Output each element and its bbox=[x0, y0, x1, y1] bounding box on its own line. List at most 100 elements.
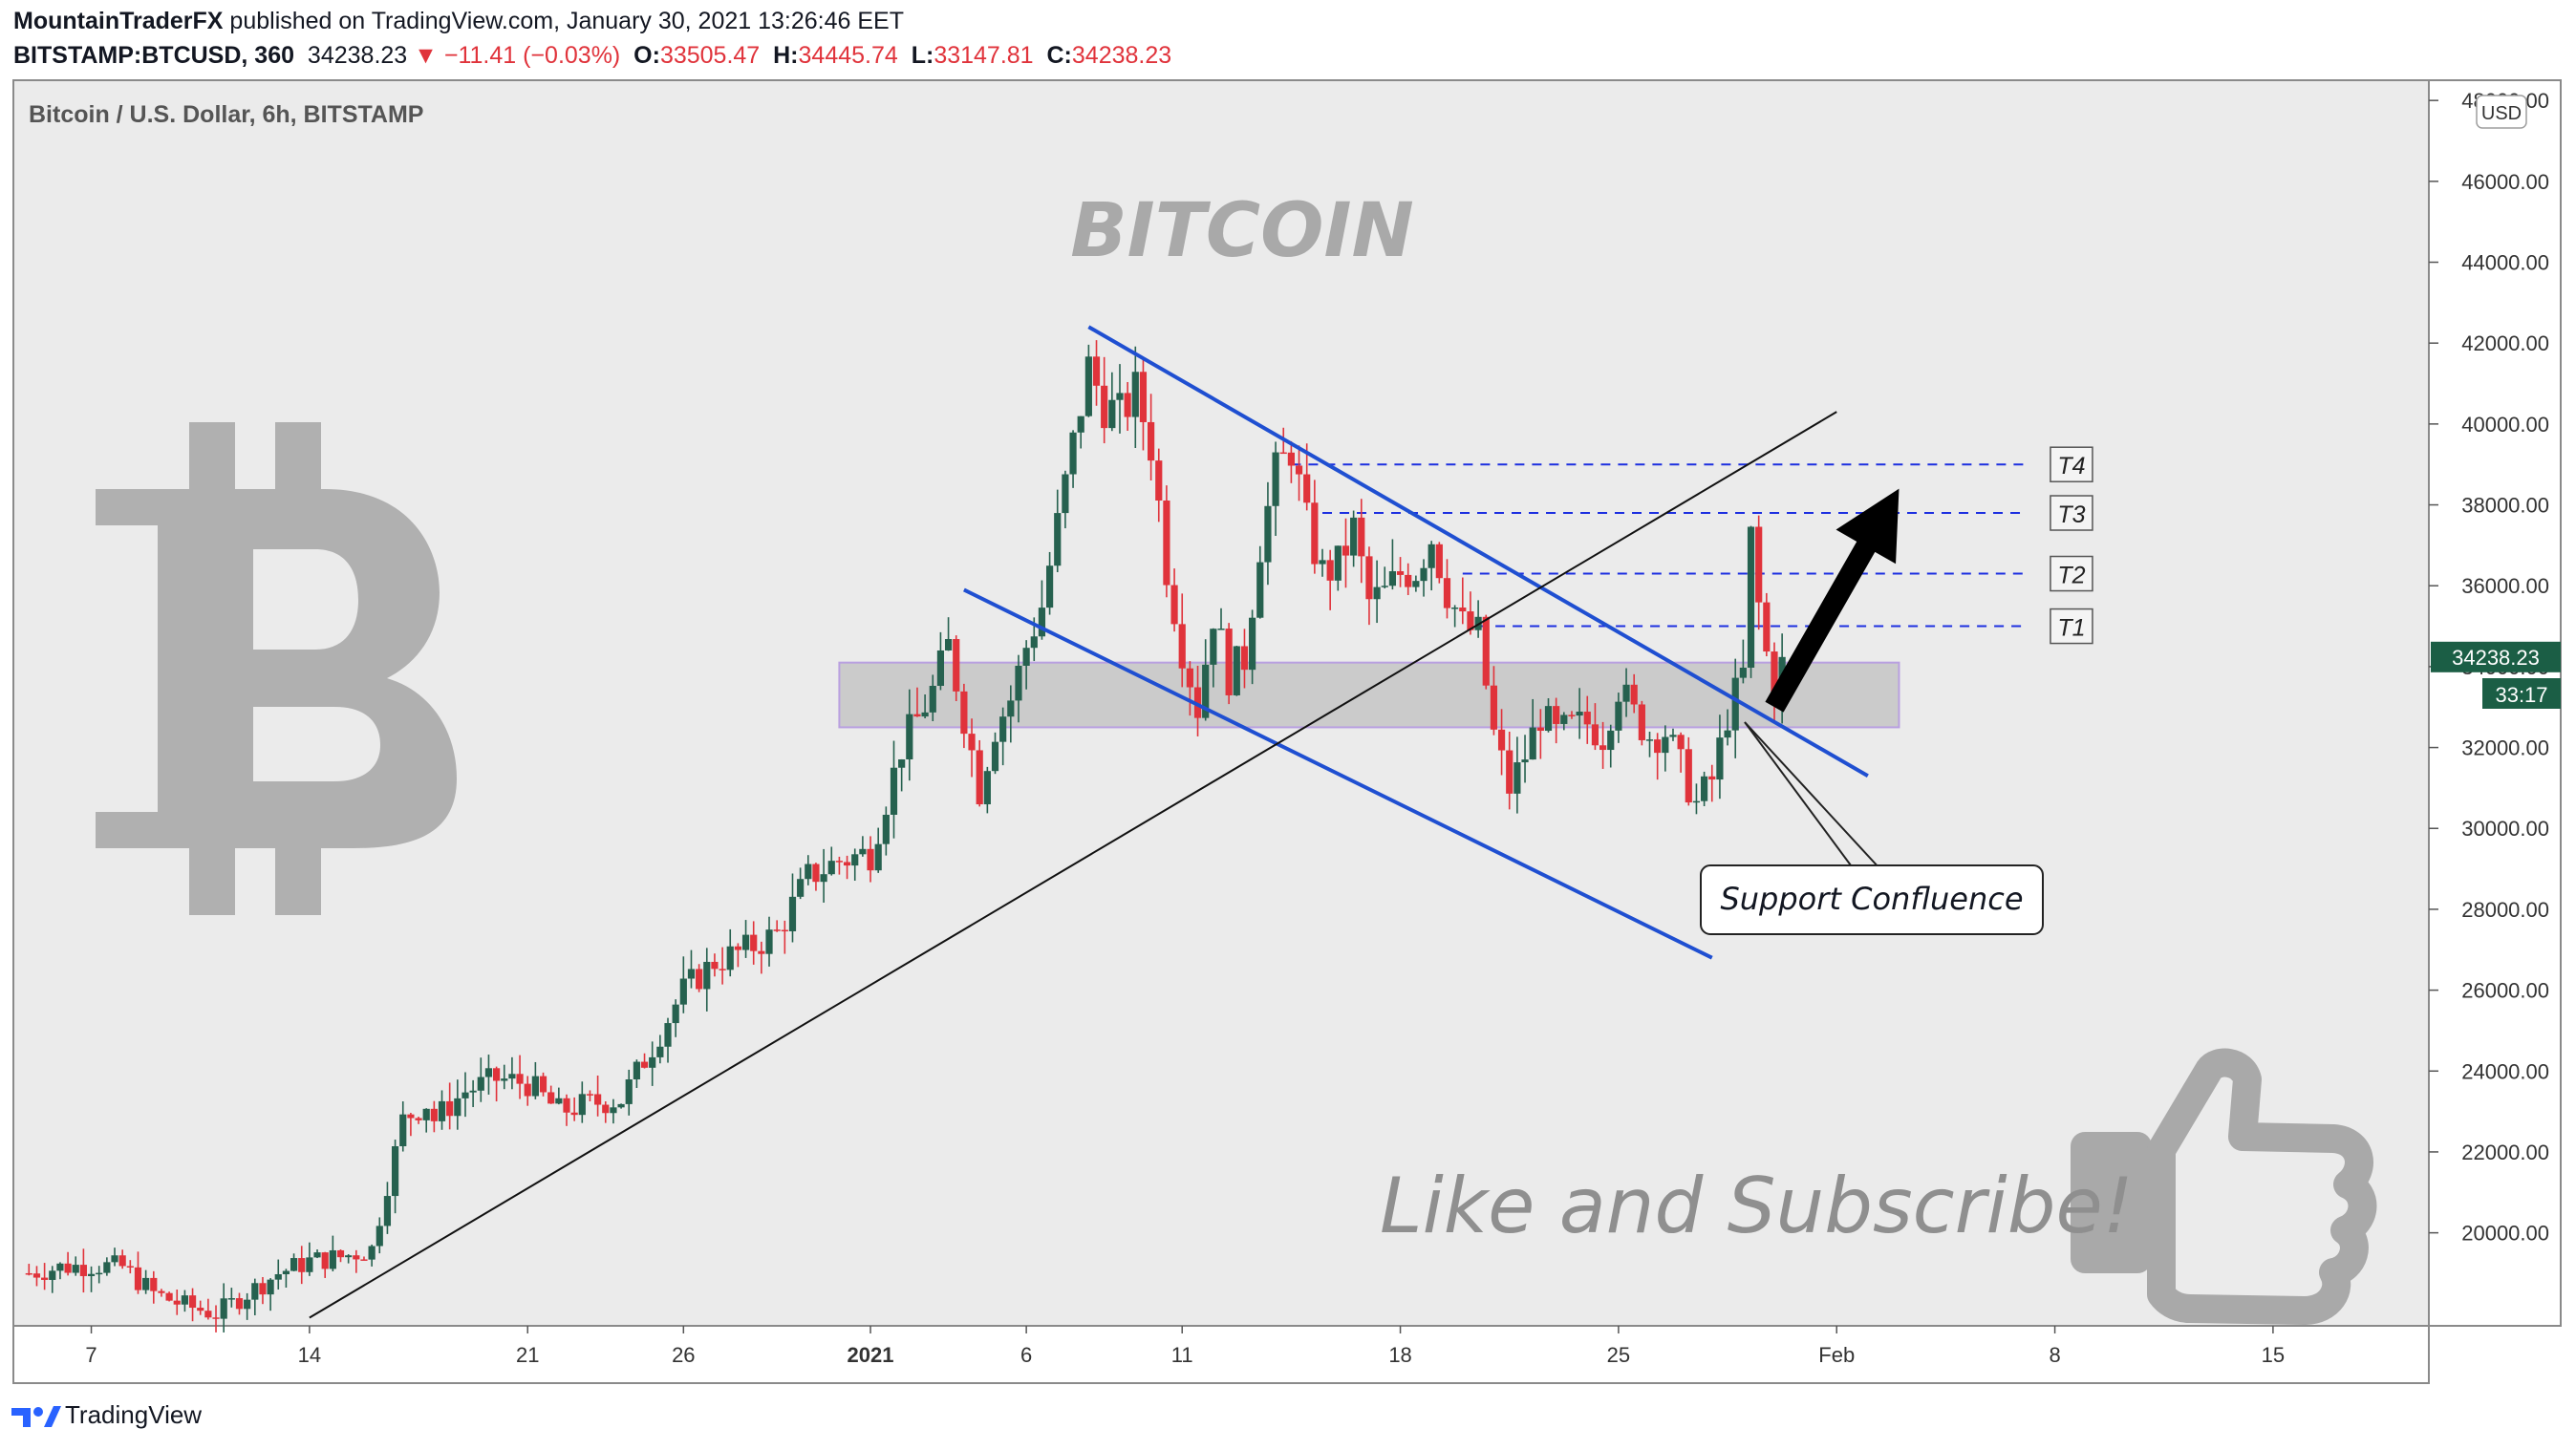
candle-body bbox=[1708, 776, 1716, 780]
candle-body bbox=[835, 861, 844, 863]
candle bbox=[929, 674, 936, 721]
candle-body bbox=[1155, 460, 1163, 501]
candle bbox=[353, 1249, 360, 1273]
candle bbox=[1217, 608, 1225, 630]
candle bbox=[41, 1263, 49, 1290]
candle-body bbox=[1202, 664, 1210, 718]
candle-body bbox=[1148, 421, 1155, 461]
candle-body bbox=[1654, 739, 1662, 754]
candle-body bbox=[1038, 608, 1046, 637]
candle-body bbox=[719, 969, 726, 970]
candle bbox=[1459, 577, 1467, 625]
watermark-title: BITCOIN bbox=[1070, 188, 1414, 274]
candle bbox=[501, 1064, 508, 1090]
candle bbox=[1669, 728, 1677, 741]
candle-body bbox=[953, 639, 960, 692]
candle-body bbox=[586, 1094, 594, 1096]
candle-body bbox=[484, 1068, 493, 1077]
candle-body bbox=[983, 771, 991, 805]
candle-body bbox=[251, 1283, 259, 1300]
candle bbox=[165, 1291, 173, 1302]
candle bbox=[765, 916, 773, 967]
candle bbox=[805, 855, 812, 885]
candle bbox=[797, 867, 805, 900]
candle bbox=[719, 947, 726, 985]
candle-body bbox=[329, 1249, 336, 1269]
y-tick-label: 28000.00 bbox=[2461, 898, 2549, 922]
candle-body bbox=[1358, 517, 1365, 557]
candle-body bbox=[539, 1076, 547, 1093]
candle-body bbox=[750, 934, 758, 951]
candle bbox=[1645, 731, 1654, 757]
close-value: 34238.23 bbox=[1071, 42, 1172, 69]
candle-body bbox=[1536, 727, 1544, 732]
tradingview-brand[interactable]: TradingView bbox=[65, 1400, 203, 1429]
candle bbox=[1124, 381, 1131, 432]
x-tick-label: 6 bbox=[1020, 1343, 1032, 1367]
candle bbox=[477, 1057, 484, 1102]
candle-body bbox=[758, 950, 765, 954]
candle bbox=[1193, 665, 1202, 736]
candle bbox=[1428, 541, 1435, 591]
candle bbox=[126, 1260, 134, 1274]
candle bbox=[1178, 593, 1186, 688]
candle bbox=[430, 1100, 438, 1133]
candle bbox=[49, 1266, 56, 1293]
candle bbox=[703, 948, 711, 1012]
candle-body bbox=[32, 1273, 41, 1278]
candle-body bbox=[118, 1255, 126, 1267]
candle-body bbox=[1553, 706, 1560, 724]
candle bbox=[150, 1270, 158, 1304]
candle-body bbox=[227, 1298, 235, 1300]
badge-countdown: 33:17 bbox=[2495, 683, 2547, 707]
currency-badge[interactable] bbox=[2476, 95, 2527, 129]
tradingview-logo-icon[interactable] bbox=[11, 1402, 61, 1429]
candle bbox=[679, 956, 687, 1013]
x-tick-label: Feb bbox=[1818, 1343, 1855, 1367]
candle-body bbox=[1630, 684, 1638, 705]
x-tick-label: 7 bbox=[85, 1343, 97, 1367]
candle-body bbox=[103, 1262, 111, 1273]
target-box-t2 bbox=[2050, 555, 2093, 592]
candle bbox=[329, 1235, 336, 1271]
candle-body bbox=[1326, 560, 1334, 581]
candle-body bbox=[353, 1255, 360, 1260]
x-tick-label: 25 bbox=[1607, 1343, 1630, 1367]
candle-body bbox=[1459, 608, 1467, 612]
candle bbox=[1755, 515, 1763, 630]
candle bbox=[976, 739, 983, 807]
close-label: C: bbox=[1046, 42, 1072, 69]
y-tick-label: 32000.00 bbox=[2461, 736, 2549, 760]
candle bbox=[32, 1266, 41, 1287]
author-name[interactable]: MountainTraderFX bbox=[13, 8, 224, 34]
candle-body bbox=[960, 691, 968, 735]
candle-body bbox=[1015, 665, 1022, 701]
candle-body bbox=[142, 1277, 150, 1290]
candle-body bbox=[1662, 736, 1669, 754]
y-tick-label: 20000.00 bbox=[2461, 1222, 2549, 1246]
candle-body bbox=[1755, 526, 1763, 603]
candle-body bbox=[617, 1103, 625, 1108]
candle bbox=[1443, 559, 1451, 619]
candle bbox=[1583, 695, 1591, 744]
candle-body bbox=[812, 864, 820, 883]
candle bbox=[1233, 646, 1240, 696]
candle-body bbox=[1062, 474, 1069, 514]
candle-body bbox=[1529, 727, 1536, 760]
candle bbox=[274, 1259, 282, 1290]
support-callout[interactable]: Support Confluence bbox=[1700, 721, 2044, 935]
candle-body bbox=[25, 1272, 32, 1275]
candle-body bbox=[1677, 735, 1685, 750]
candle-body bbox=[235, 1298, 244, 1310]
time-axis[interactable] bbox=[12, 1325, 2430, 1384]
candle-body bbox=[898, 759, 906, 768]
candle bbox=[1186, 661, 1193, 716]
candle bbox=[781, 920, 788, 954]
candle bbox=[1069, 430, 1077, 488]
candle-body bbox=[773, 929, 781, 931]
candle bbox=[484, 1055, 493, 1095]
candle bbox=[617, 1103, 625, 1109]
candle-body bbox=[936, 650, 945, 686]
open-value: 33505.47 bbox=[659, 42, 761, 69]
